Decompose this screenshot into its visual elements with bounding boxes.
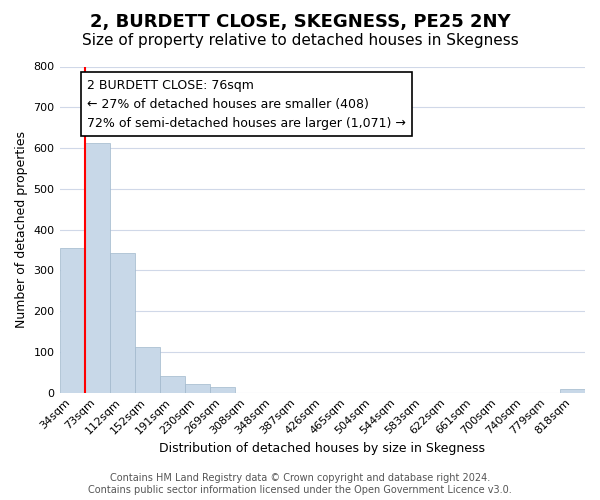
Bar (110, 253, 134, 392)
X-axis label: Distribution of detached houses by size in Skegness: Distribution of detached houses by size … (159, 442, 485, 455)
Text: 2 BURDETT CLOSE: 76sqm
← 27% of detached houses are smaller (408)
72% of semi-de: 2 BURDETT CLOSE: 76sqm ← 27% of detached… (87, 78, 406, 130)
Bar (59, 248, 85, 392)
Bar (209, 387, 235, 392)
Bar (560, 390, 585, 392)
Bar (160, 376, 185, 392)
Text: Size of property relative to detached houses in Skegness: Size of property relative to detached ho… (82, 32, 518, 48)
Bar (85, 143, 110, 392)
Y-axis label: Number of detached properties: Number of detached properties (15, 131, 28, 328)
Text: Contains HM Land Registry data © Crown copyright and database right 2024.
Contai: Contains HM Land Registry data © Crown c… (88, 474, 512, 495)
Bar (134, 346, 160, 393)
Bar (185, 384, 209, 392)
Text: 2, BURDETT CLOSE, SKEGNESS, PE25 2NY: 2, BURDETT CLOSE, SKEGNESS, PE25 2NY (89, 12, 511, 30)
